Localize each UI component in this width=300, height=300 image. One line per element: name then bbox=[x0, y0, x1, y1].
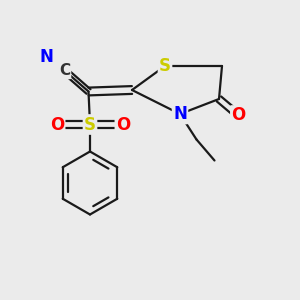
Text: N: N bbox=[40, 48, 53, 66]
Text: C: C bbox=[59, 63, 70, 78]
Text: O: O bbox=[231, 106, 246, 124]
Text: S: S bbox=[159, 57, 171, 75]
Text: O: O bbox=[116, 116, 130, 134]
Text: S: S bbox=[84, 116, 96, 134]
Text: O: O bbox=[50, 116, 64, 134]
Text: N: N bbox=[173, 105, 187, 123]
